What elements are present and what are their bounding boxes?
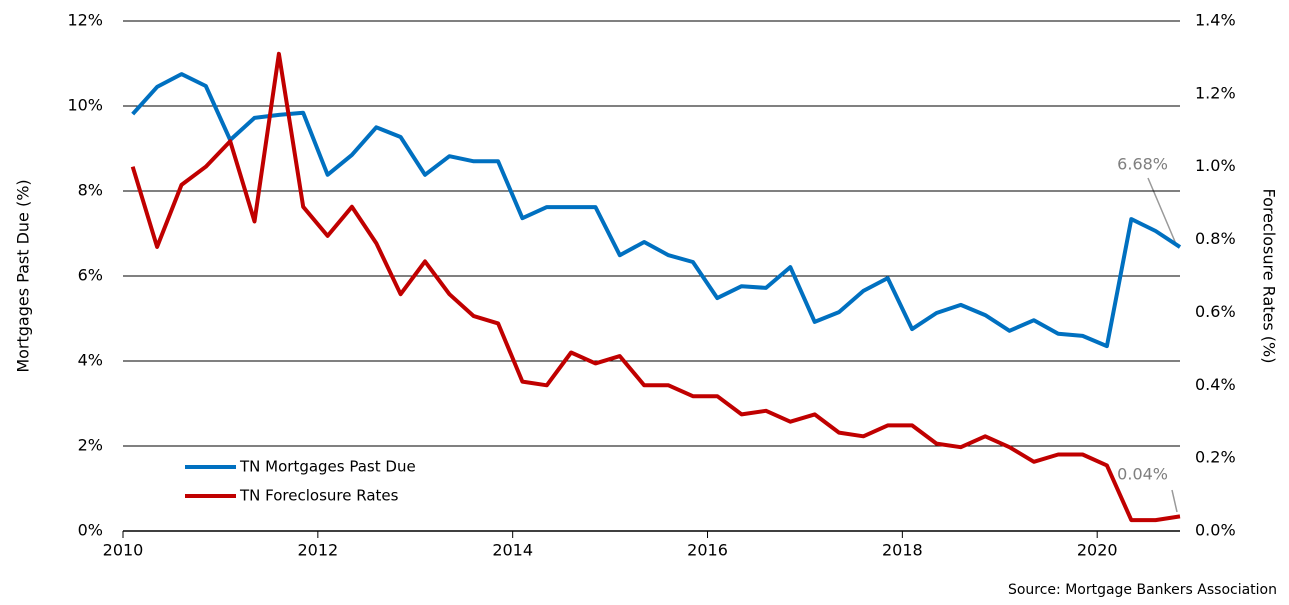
y-tick-label: 0% bbox=[78, 521, 103, 540]
y2-axis-title: Foreclosure Rates (%) bbox=[1260, 189, 1279, 364]
legend-label: TN Foreclosure Rates bbox=[239, 487, 399, 505]
y2-tick-label: 1.2% bbox=[1195, 83, 1236, 102]
x-tick-label: 2010 bbox=[103, 541, 144, 560]
y2-tick-label: 1.0% bbox=[1195, 156, 1236, 175]
data-label: 6.68% bbox=[1117, 155, 1168, 174]
y-tick-label: 8% bbox=[78, 181, 103, 200]
y-tick-label: 2% bbox=[78, 436, 103, 455]
data-label: 0.04% bbox=[1117, 465, 1168, 484]
y-tick-label: 10% bbox=[67, 96, 103, 115]
y2-tick-label: 0.4% bbox=[1195, 375, 1236, 394]
y-tick-label: 6% bbox=[78, 266, 103, 285]
x-tick-label: 2016 bbox=[687, 541, 728, 560]
y2-tick-label: 0.0% bbox=[1195, 521, 1236, 540]
series-line bbox=[131, 72, 1182, 349]
annotation-leader bbox=[1147, 177, 1177, 245]
legend-label: TN Mortgages Past Due bbox=[239, 458, 416, 476]
source-note: Source: Mortgage Bankers Association bbox=[1008, 582, 1277, 598]
y-tick-label: 4% bbox=[78, 351, 103, 370]
x-tick-label: 2020 bbox=[1077, 541, 1118, 560]
y-tick-label: 12% bbox=[67, 11, 103, 30]
y2-tick-label: 0.6% bbox=[1195, 302, 1236, 321]
x-tick-label: 2018 bbox=[882, 541, 923, 560]
x-tick-label: 2012 bbox=[297, 541, 338, 560]
y2-tick-label: 0.2% bbox=[1195, 448, 1236, 467]
y2-tick-label: 1.4% bbox=[1195, 11, 1236, 30]
y2-tick-label: 0.8% bbox=[1195, 229, 1236, 248]
x-tick-label: 2014 bbox=[492, 541, 533, 560]
annotation-leader bbox=[1171, 489, 1178, 513]
y-axis-title: Mortgages Past Due (%) bbox=[14, 179, 33, 372]
series-line bbox=[130, 51, 1181, 523]
